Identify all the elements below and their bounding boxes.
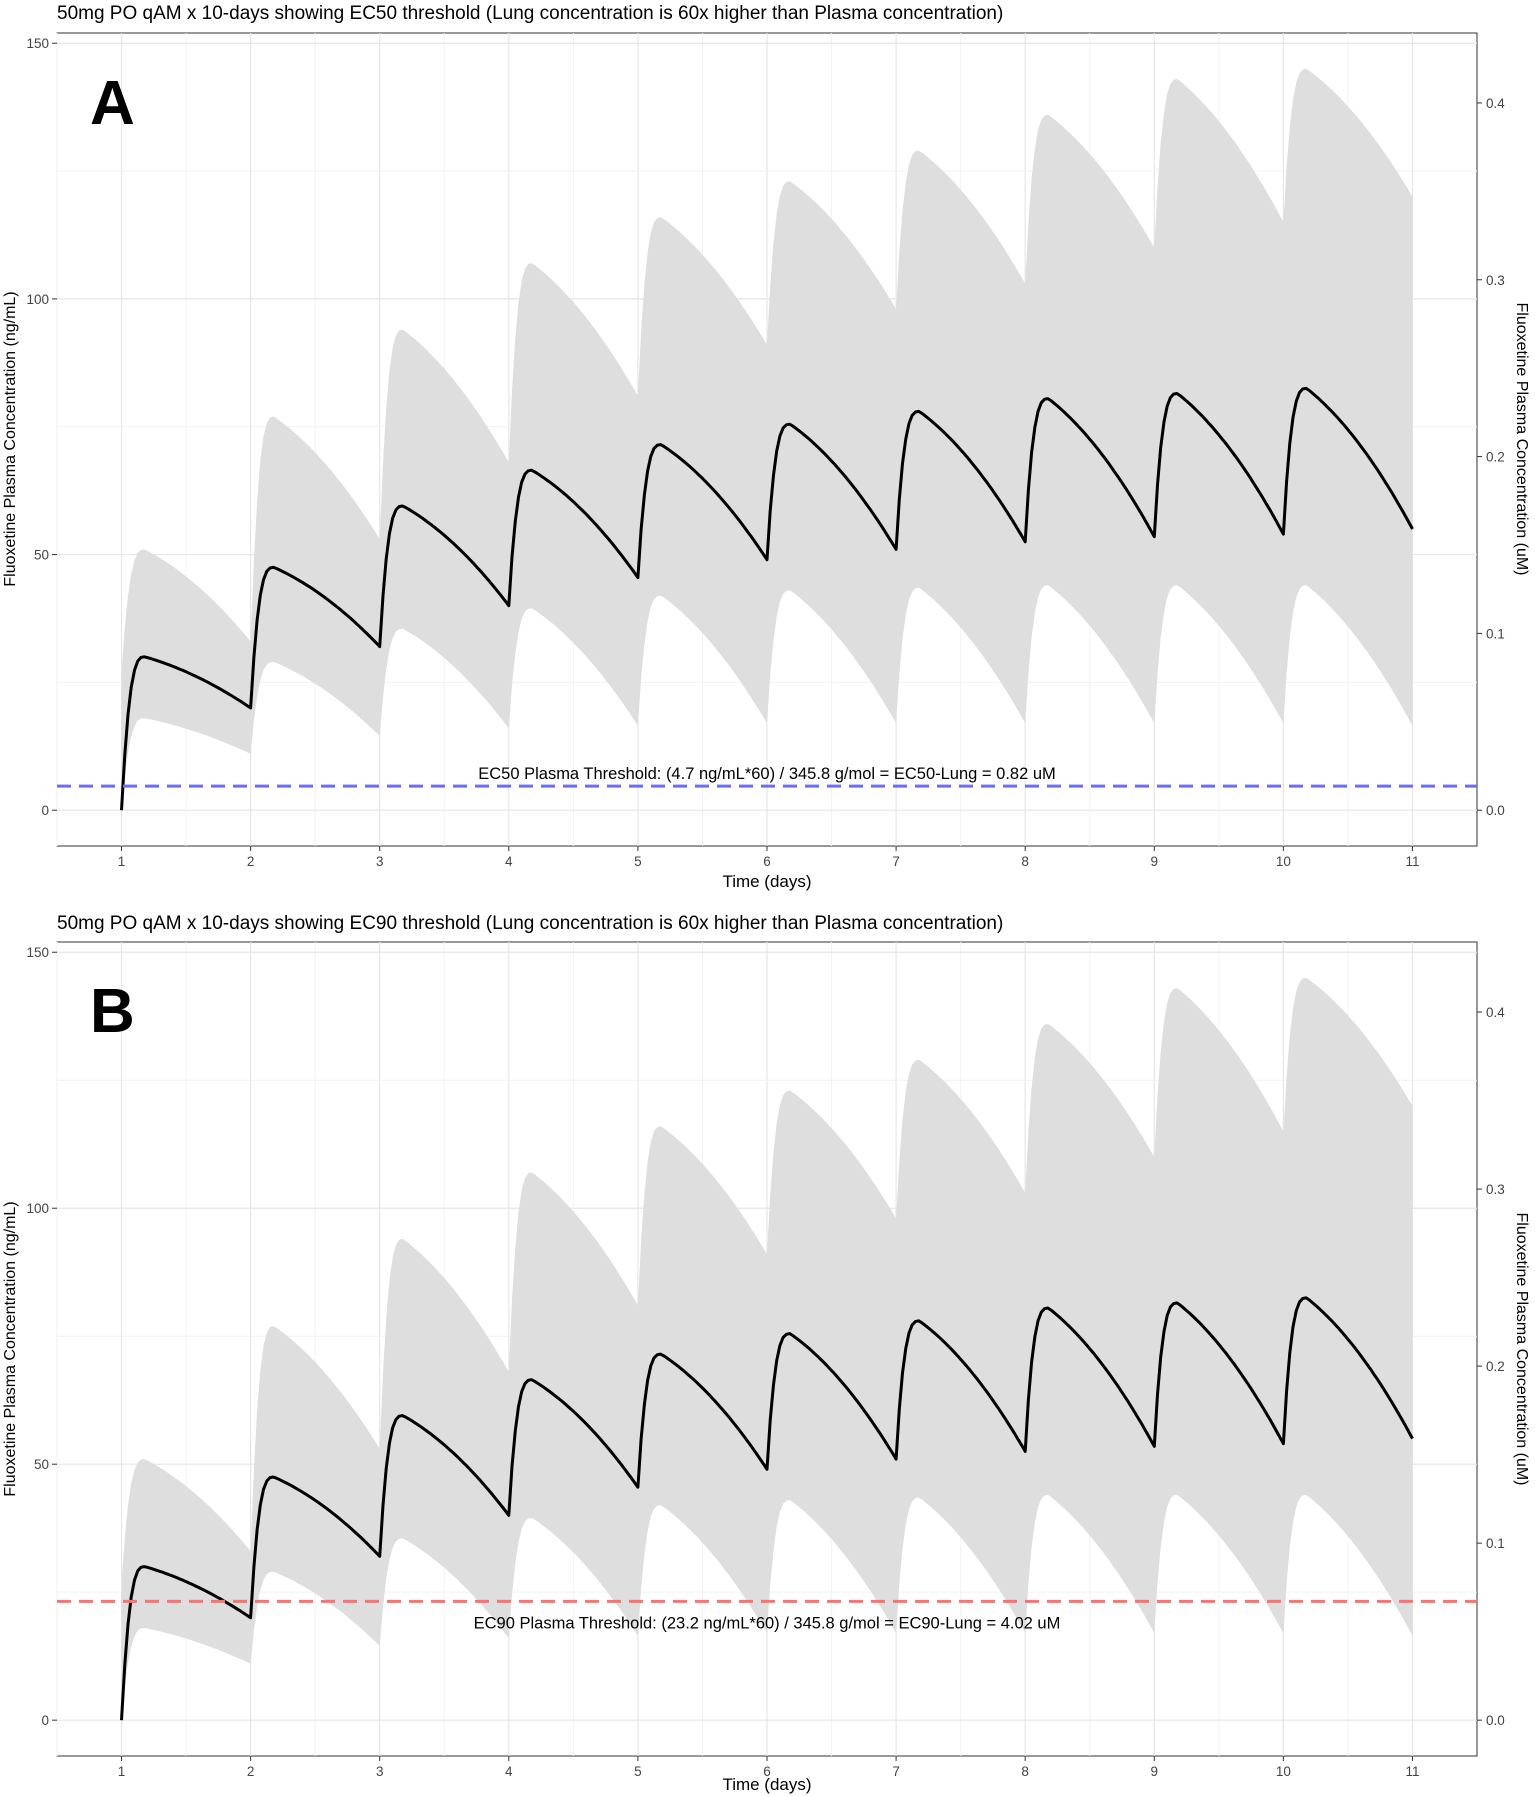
y-tick-label: 0	[41, 1713, 49, 1728]
x-tick-label: 1	[118, 854, 126, 869]
x-tick-label: 2	[247, 1764, 255, 1779]
x-axis: 1 2 3 4 5 6 7 8 9 10 11	[118, 1756, 1419, 1779]
chart-title: 50mg PO qAM x 10-days showing EC50 thres…	[57, 3, 1003, 24]
y-right-tick-label: 0.0	[1486, 803, 1505, 818]
y-tick-label: 0	[41, 803, 49, 818]
y-axis-label-right: Fluoxetine Plasma Concentration (uM)	[1513, 1212, 1530, 1485]
panel-letter: B	[90, 977, 135, 1046]
y-axis-left: 0 50 100 150	[26, 945, 57, 1728]
ribbon-area	[121, 68, 1413, 811]
panel-a: 50mg PO qAM x 10-days showing EC50 thres…	[2, 3, 1530, 891]
y-axis-left: 0 50 100 150	[26, 36, 57, 818]
x-tick-label: 9	[1151, 854, 1159, 869]
y-axis-label: Fluoxetine Plasma Concentration (ng/mL)	[2, 1201, 19, 1496]
x-tick-label: 10	[1276, 1764, 1291, 1779]
threshold-label: EC50 Plasma Threshold: (4.7 ng/mL*60) / …	[478, 765, 1056, 783]
y-right-tick-label: 0.4	[1486, 1005, 1505, 1020]
y-tick-label: 100	[26, 1201, 49, 1216]
x-tick-label: 5	[634, 854, 642, 869]
x-tick-label: 9	[1151, 1764, 1159, 1779]
x-tick-label: 8	[1021, 854, 1029, 869]
x-axis: 1 2 3 4 5 6 7 8 9 10 11	[118, 846, 1419, 869]
y-axis-right: 0.0 0.1 0.2 0.3 0.4	[1477, 1005, 1505, 1728]
x-axis-label: Time (days)	[722, 1775, 811, 1794]
y-axis-right: 0.0 0.1 0.2 0.3 0.4	[1477, 96, 1505, 818]
y-right-tick-label: 0.2	[1486, 1359, 1505, 1374]
x-tick-label: 1	[118, 1764, 126, 1779]
x-tick-label: 5	[634, 1764, 642, 1779]
threshold-group: EC90 Plasma Threshold: (23.2 ng/mL*60) /…	[57, 1599, 1477, 1632]
confidence-ribbon	[121, 68, 1413, 811]
x-tick-label: 8	[1021, 1764, 1029, 1779]
chart-title: 50mg PO qAM x 10-days showing EC90 thres…	[57, 913, 1003, 934]
x-tick-label: 4	[505, 854, 513, 869]
x-tick-label: 11	[1405, 1764, 1419, 1779]
panel-letter: A	[90, 69, 135, 138]
y-right-tick-label: 0.4	[1486, 96, 1505, 111]
x-tick-label: 4	[505, 1764, 513, 1779]
x-axis-label: Time (days)	[722, 872, 811, 891]
median-line	[120, 1296, 1414, 1721]
y-right-tick-label: 0.0	[1486, 1713, 1505, 1728]
y-axis-label-right: Fluoxetine Plasma Concentration (uM)	[1513, 302, 1530, 575]
y-axis-label: Fluoxetine Plasma Concentration (ng/mL)	[2, 291, 19, 586]
threshold-group: EC50 Plasma Threshold: (4.7 ng/mL*60) / …	[57, 765, 1477, 788]
y-tick-label: 100	[26, 292, 49, 307]
y-right-tick-label: 0.3	[1486, 1182, 1505, 1197]
x-tick-label: 10	[1276, 854, 1291, 869]
x-tick-label: 3	[376, 1764, 384, 1779]
median-line-group	[120, 1296, 1414, 1721]
y-right-tick-label: 0.1	[1486, 626, 1505, 641]
y-right-tick-label: 0.3	[1486, 273, 1505, 288]
y-tick-label: 50	[34, 548, 49, 563]
x-tick-label: 7	[892, 1764, 900, 1779]
confidence-ribbon	[121, 977, 1413, 1721]
threshold-label: EC90 Plasma Threshold: (23.2 ng/mL*60) /…	[474, 1614, 1061, 1632]
median-line-group	[120, 386, 1414, 811]
panel-b: 50mg PO qAM x 10-days showing EC90 thres…	[2, 913, 1530, 1794]
x-tick-label: 3	[376, 854, 384, 869]
median-line	[120, 386, 1414, 811]
x-tick-label: 7	[892, 854, 900, 869]
y-right-tick-label: 0.1	[1486, 1536, 1505, 1551]
y-tick-label: 150	[26, 36, 49, 51]
y-right-tick-label: 0.2	[1486, 450, 1505, 465]
x-tick-label: 11	[1405, 854, 1419, 869]
y-tick-label: 150	[26, 945, 49, 960]
x-tick-label: 6	[763, 854, 771, 869]
y-tick-label: 50	[34, 1457, 49, 1472]
x-tick-label: 6	[763, 1764, 771, 1779]
x-tick-label: 2	[247, 854, 255, 869]
ribbon-area	[121, 977, 1413, 1721]
